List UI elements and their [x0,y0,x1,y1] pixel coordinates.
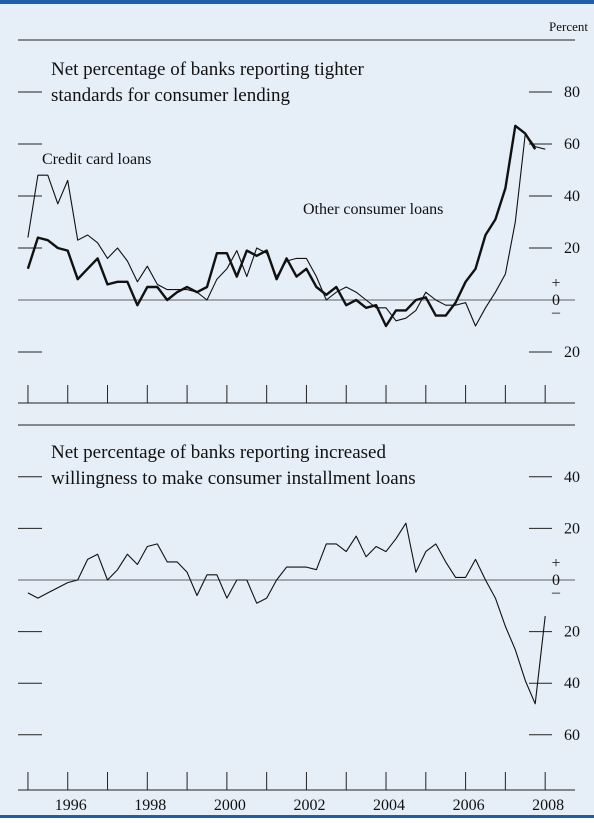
bottom-ytick-label: 40 [564,469,580,486]
top-series-line-1 [26,124,537,328]
bottom-zero-sign-2: – [551,584,561,601]
x-tick-label: 2000 [214,797,246,814]
bottom-ytick-label: 60 [564,727,580,744]
top-ytick-label: 20 [564,344,580,361]
top-title-line-2: standards for consumer lending [51,85,291,106]
x-tick-label: 1996 [55,797,87,814]
bottom-ytick-label: 20 [564,624,580,641]
x-tick-label: 2006 [453,797,485,814]
x-tick-label: 2004 [373,797,405,814]
bottom-title-line-2: willingness to make consumer installment… [51,468,416,489]
bottom-zero-sign-1: 0 [552,572,560,589]
x-tick-label: 1998 [134,797,166,814]
bottom-zero-sign-0: + [551,555,560,572]
top-panel: 20 20 40 60 80 +0– [18,84,580,403]
top-accent-bar [0,0,594,4]
top-ytick-label: 20 [564,240,580,257]
series-label-credit-card: Credit card loans [42,151,151,168]
x-tick-label: 2008 [532,797,564,814]
bottom-panel: 60 40 20 20 40 +0– [18,469,580,790]
top-title-line-1: Net percentage of banks reporting tighte… [51,59,365,80]
bottom-accent-bar [0,815,594,818]
bottom-ytick-label: 40 [564,675,580,692]
top-zero-sign-2: – [551,304,561,321]
top-ytick-label: 60 [564,136,580,153]
unit-label: Percent [549,19,588,34]
bottom-series-line-0 [27,522,546,705]
x-axis: 1996 1998 2000 2002 2004 2006 2008 [55,797,564,814]
bottom-ytick-label: 20 [564,520,580,537]
bottom-title-line-1: Net percentage of banks reporting increa… [51,442,386,463]
top-zero-sign-0: + [551,275,560,292]
top-ytick-label: 40 [564,188,580,205]
series-label-other-consumer: Other consumer loans [303,201,443,218]
x-tick-label: 2002 [293,797,325,814]
top-ytick-label: 80 [564,84,580,101]
top-zero-sign-1: 0 [552,292,560,309]
